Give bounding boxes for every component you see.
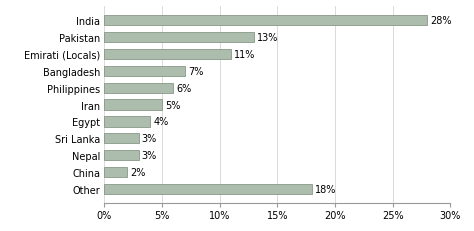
- Bar: [104, 167, 128, 177]
- Text: 3%: 3%: [142, 151, 157, 161]
- Bar: [104, 151, 139, 161]
- Text: 2%: 2%: [130, 167, 146, 177]
- Text: 5%: 5%: [165, 100, 180, 110]
- Text: 18%: 18%: [315, 184, 336, 194]
- Text: 28%: 28%: [430, 16, 452, 26]
- Bar: [104, 49, 231, 60]
- Bar: [104, 33, 254, 43]
- Bar: [104, 16, 427, 26]
- Text: 13%: 13%: [257, 33, 279, 43]
- Bar: [104, 66, 185, 76]
- Bar: [104, 134, 139, 144]
- Text: 4%: 4%: [153, 117, 169, 127]
- Text: 6%: 6%: [176, 83, 191, 93]
- Text: 3%: 3%: [142, 134, 157, 144]
- Text: 11%: 11%: [234, 50, 255, 60]
- Bar: [104, 184, 312, 194]
- Bar: [104, 117, 150, 127]
- Bar: [104, 83, 173, 93]
- Bar: [104, 100, 162, 110]
- Text: 7%: 7%: [188, 67, 203, 76]
